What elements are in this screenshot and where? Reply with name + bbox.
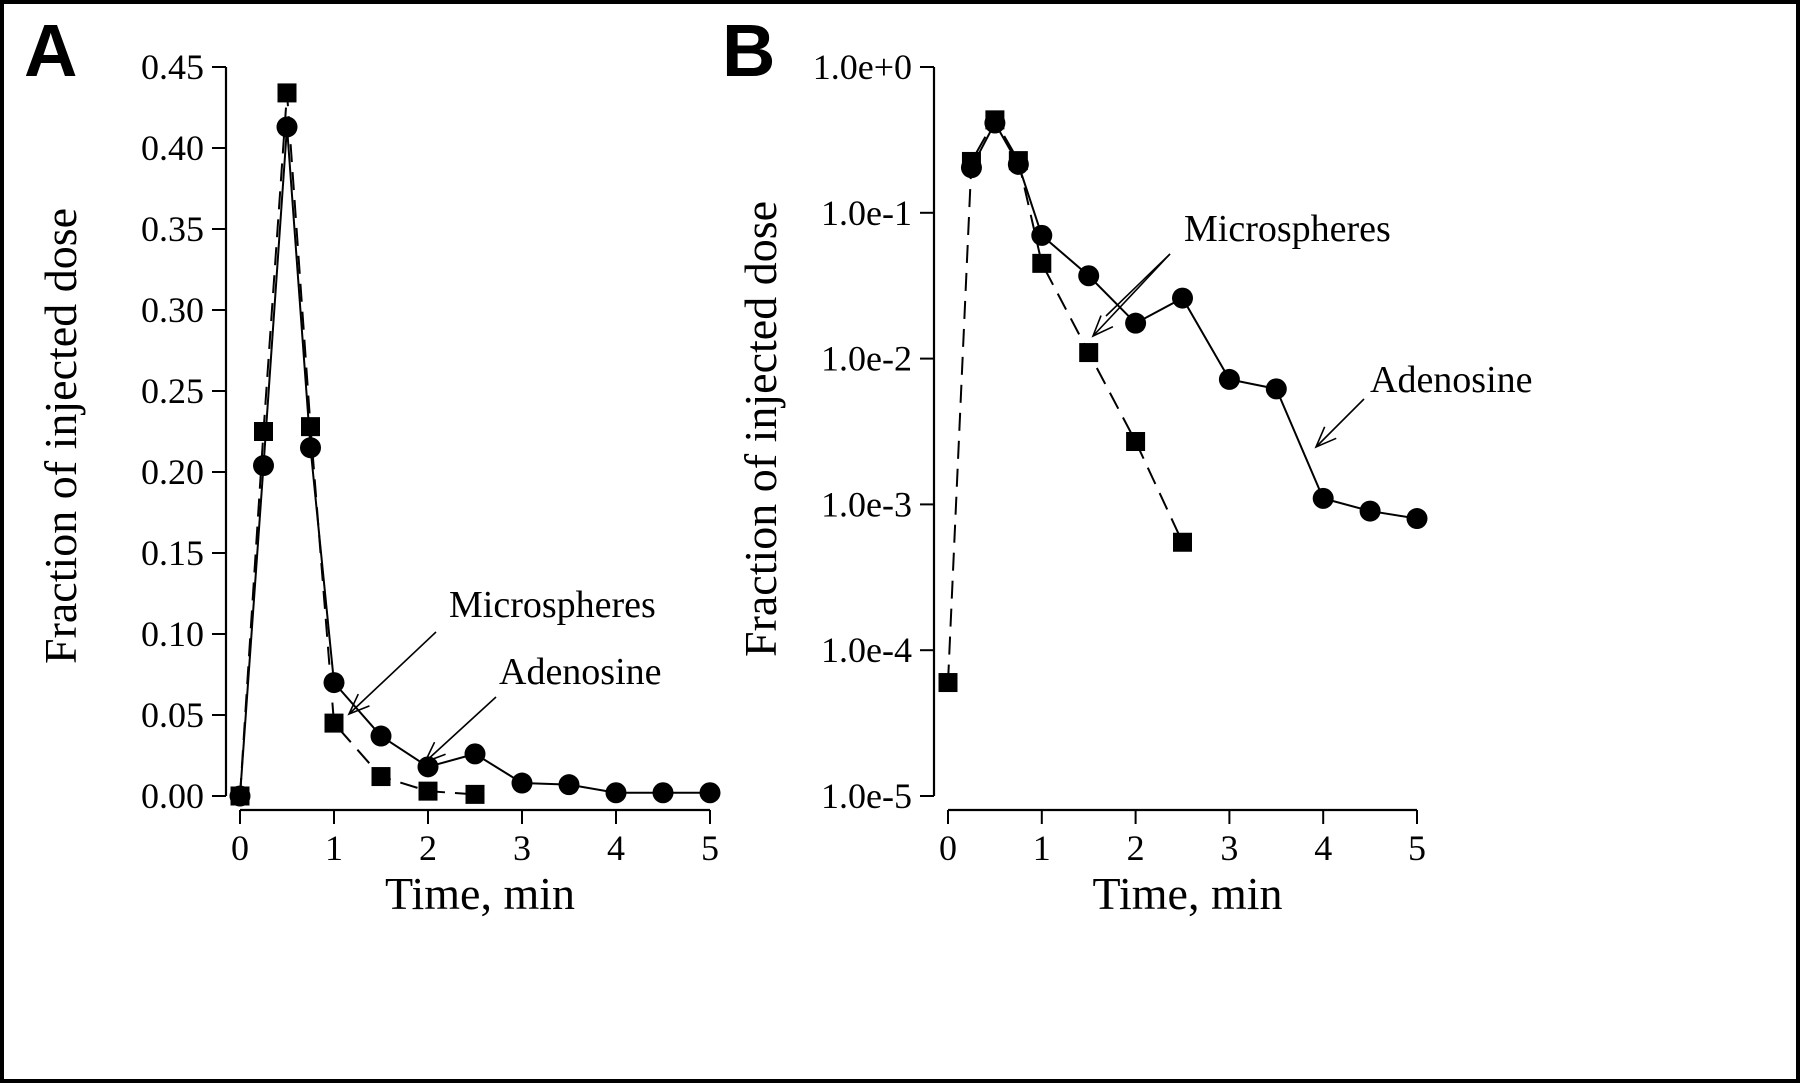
x-tick-label: 4 xyxy=(1314,828,1332,868)
y-axis-title: Fraction of injected dose xyxy=(735,201,786,657)
annotation-adenosine: Adenosine xyxy=(499,651,662,693)
annotation-arrowhead xyxy=(423,741,446,764)
x-tick-label: 2 xyxy=(419,828,437,868)
x-tick-label: 0 xyxy=(939,828,957,868)
x-tick-label: 3 xyxy=(513,828,531,868)
y-tick-label: 0.25 xyxy=(141,371,204,411)
panel-b: B 1.0e-5 1.0e-4 1.0e-3 1.0e-2 1.0e-1 1.0e+0 0 1 2… xyxy=(722,9,1533,919)
series-microspheres-point xyxy=(961,151,981,171)
series-adenosine-point xyxy=(1172,287,1193,309)
y-tick-label: 0.10 xyxy=(141,614,204,654)
annotation-arrowhead xyxy=(1091,315,1114,338)
series-adenosine-point xyxy=(1218,368,1240,390)
series-adenosine-line xyxy=(970,120,1418,520)
series-microspheres-point xyxy=(254,422,273,441)
series-adenosine-line xyxy=(239,126,710,797)
x-tick-label: 1 xyxy=(325,828,343,868)
y-tick-label: 0.30 xyxy=(141,290,204,330)
panel-a: A 0.00 0.05 0.10 0.15 0.20 0.25 0.30 0.35 0.40 0.4… xyxy=(24,9,721,919)
chart-canvas: A 0.00 0.05 0.10 0.15 0.20 0.25 0.30 0.35 0.40 0.4… xyxy=(24,9,1533,919)
series-microspheres-point xyxy=(418,781,438,801)
x-tick-label: 1 xyxy=(1033,828,1051,868)
series-adenosine-point xyxy=(1359,500,1381,522)
series-microspheres-point xyxy=(1079,343,1099,363)
series-adenosine-point xyxy=(558,774,580,796)
y-tick-label: 1.0e+0 xyxy=(813,47,912,87)
series-adenosine-point xyxy=(511,772,533,794)
series-adenosine-point xyxy=(652,782,674,804)
series-adenosine-point xyxy=(300,437,321,459)
y-tick-label: 0.15 xyxy=(141,533,204,573)
series-microspheres-point xyxy=(1008,151,1028,171)
series-adenosine-point xyxy=(1125,312,1147,334)
y-tick-label: 1.0e-5 xyxy=(821,776,912,816)
annotation-adenosine: Adenosine xyxy=(1370,359,1533,401)
series-adenosine-point xyxy=(417,756,439,778)
y-tick-label: 0.40 xyxy=(141,128,204,168)
series-microspheres-point xyxy=(1032,253,1052,273)
series-adenosine-point xyxy=(1312,487,1334,509)
series-microspheres-point xyxy=(324,713,344,733)
y-tick-label: 1.0e-3 xyxy=(821,484,912,524)
series-adenosine-point xyxy=(276,116,298,138)
x-tick-label: 5 xyxy=(1408,828,1426,868)
series-adenosine-point xyxy=(699,782,721,804)
x-axis-title: Time, min xyxy=(1092,868,1282,919)
x-tick-label: 0 xyxy=(231,828,249,868)
annotation-arrow xyxy=(348,631,437,715)
series-microspheres-point xyxy=(277,83,297,103)
panel-label: B xyxy=(722,9,775,92)
series-microspheres-point xyxy=(938,673,958,693)
series-microspheres-point xyxy=(301,417,320,437)
annotation-arrow xyxy=(1105,253,1171,317)
annotation-microspheres: Microspheres xyxy=(449,584,656,626)
y-tick-label: 0.00 xyxy=(141,776,204,816)
y-tick-label: 0.05 xyxy=(141,695,204,735)
y-tick-label: 1.0e-1 xyxy=(821,193,912,233)
y-tick-label: 0.45 xyxy=(141,47,204,87)
y-axis-title: Fraction of injected dose xyxy=(35,208,86,664)
series-adenosine-point xyxy=(1406,508,1428,530)
series-adenosine-point xyxy=(1078,265,1100,287)
series-microspheres-point xyxy=(1173,532,1192,552)
annotation-arrow xyxy=(424,696,497,763)
annotation-arrow xyxy=(1315,398,1365,448)
y-tick-label: 0.35 xyxy=(141,209,204,249)
series-microspheres-point xyxy=(230,786,250,806)
x-axis-title: Time, min xyxy=(385,868,575,919)
series-microspheres-point xyxy=(465,784,485,804)
series-adenosine-point xyxy=(370,725,392,747)
annotation-arrowhead xyxy=(1314,426,1337,449)
x-tick-label: 2 xyxy=(1127,828,1145,868)
series-microspheres-point xyxy=(371,767,391,787)
series-microspheres-line xyxy=(239,92,476,797)
annotation-arrowhead xyxy=(347,693,370,716)
series-adenosine-point xyxy=(1265,378,1287,400)
series-microspheres-line xyxy=(947,117,1184,683)
panel-label: A xyxy=(24,9,77,92)
series-adenosine-point xyxy=(1031,224,1053,246)
y-tick-label: 1.0e-4 xyxy=(821,630,912,670)
annotation-microspheres: Microspheres xyxy=(1184,208,1391,250)
y-tick-label: 0.20 xyxy=(141,452,204,492)
series-adenosine-point xyxy=(323,672,345,694)
x-tick-label: 5 xyxy=(701,828,719,868)
series-adenosine-point xyxy=(253,455,274,477)
x-tick-label: 3 xyxy=(1220,828,1238,868)
series-adenosine-point xyxy=(464,743,486,765)
series-microspheres-point xyxy=(1126,432,1146,452)
series-microspheres-point xyxy=(985,110,1005,130)
annotation-arrow xyxy=(1092,253,1171,337)
series-adenosine-point xyxy=(605,782,627,804)
y-tick-label: 1.0e-2 xyxy=(821,339,912,379)
x-tick-label: 4 xyxy=(607,828,625,868)
